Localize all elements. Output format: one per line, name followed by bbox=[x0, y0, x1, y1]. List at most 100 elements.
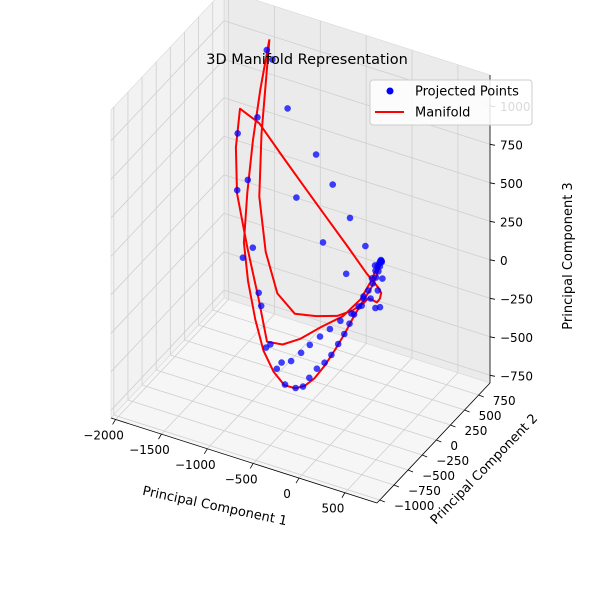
projected-point bbox=[376, 303, 384, 311]
grid-z-back bbox=[223, 174, 491, 261]
y-tick-mark bbox=[436, 439, 442, 443]
grid-z-left bbox=[110, 290, 225, 411]
z-tick-label: −500 bbox=[500, 331, 533, 345]
y-axis-line bbox=[376, 382, 491, 504]
projected-point bbox=[316, 333, 324, 340]
projected-point bbox=[306, 341, 314, 349]
grid-x-floor bbox=[252, 343, 367, 464]
y-tick-mark bbox=[478, 394, 484, 398]
y-tick-label: 250 bbox=[464, 424, 487, 438]
grid-z-back bbox=[223, 251, 491, 338]
grid-z-left bbox=[110, 136, 225, 257]
z-tick-label: 500 bbox=[500, 177, 523, 191]
y-tick-label: −750 bbox=[408, 484, 441, 498]
grid-y-floor bbox=[127, 399, 395, 486]
grid-y-floor bbox=[198, 324, 465, 411]
legend-box bbox=[369, 79, 533, 126]
projected-point bbox=[233, 186, 241, 194]
grid-x-floor bbox=[207, 328, 321, 450]
projected-point bbox=[319, 239, 327, 246]
grid-z-back bbox=[223, 58, 491, 145]
y-tick-mark bbox=[407, 469, 414, 473]
projected-point bbox=[334, 340, 342, 348]
grid-y-floor bbox=[141, 384, 409, 471]
projected-point bbox=[360, 293, 367, 300]
z-tick-mark bbox=[489, 297, 496, 300]
grid-z-back bbox=[223, 212, 491, 299]
y-tick-mark bbox=[379, 499, 385, 503]
projected-point bbox=[328, 351, 335, 359]
projected-point bbox=[341, 330, 348, 338]
projected-point bbox=[281, 381, 289, 388]
projected-point bbox=[284, 105, 291, 112]
x-tick-label: −2000 bbox=[83, 428, 124, 442]
grid-z-left bbox=[110, 174, 225, 296]
legend: Projected Points Manifold bbox=[369, 79, 533, 126]
grid-z-left bbox=[110, 20, 225, 142]
z-tick-label: 0 bbox=[500, 254, 508, 268]
z-tick-mark bbox=[489, 143, 496, 146]
x-tick-mark bbox=[249, 463, 254, 469]
projected-point bbox=[278, 359, 285, 366]
projected-point bbox=[346, 214, 354, 222]
projected-point bbox=[379, 275, 386, 282]
grid-x-floor bbox=[344, 372, 459, 494]
projected-point bbox=[346, 320, 353, 328]
grid-z-left bbox=[110, 251, 225, 373]
gridlines bbox=[110, 0, 491, 501]
y-tick-mark bbox=[450, 424, 456, 428]
projected-point bbox=[369, 280, 377, 287]
z-tick-label: 750 bbox=[500, 138, 523, 152]
y-tick-label: 0 bbox=[450, 439, 458, 453]
projected-point bbox=[299, 383, 307, 390]
projected-point bbox=[239, 254, 247, 261]
grid-z-back bbox=[223, 289, 491, 376]
x-tick-mark bbox=[158, 433, 162, 440]
projected-point bbox=[263, 46, 271, 54]
projected-point bbox=[269, 56, 276, 63]
z-tick-mark bbox=[489, 182, 496, 185]
projected-point bbox=[362, 242, 369, 250]
x-tick-mark bbox=[341, 492, 346, 498]
legend-label-manifold: Manifold bbox=[415, 106, 470, 121]
projected-point bbox=[249, 244, 257, 251]
projected-point bbox=[312, 151, 320, 158]
projected-point bbox=[273, 365, 281, 373]
y-tick-label: 500 bbox=[479, 409, 502, 423]
projected-point bbox=[371, 262, 379, 269]
grid-z-left bbox=[110, 59, 225, 180]
projected-point bbox=[234, 130, 241, 137]
projected-point bbox=[374, 287, 382, 294]
projected-points-layer bbox=[233, 46, 386, 392]
grid-y-floor bbox=[170, 354, 437, 441]
x-tick-mark bbox=[112, 419, 116, 425]
projected-point bbox=[367, 295, 374, 302]
z-tick-label: 250 bbox=[500, 215, 523, 229]
projected-point bbox=[358, 302, 366, 310]
x-tick-label: 500 bbox=[321, 502, 344, 516]
projected-point bbox=[257, 302, 265, 310]
projected-point bbox=[368, 275, 376, 282]
projected-point bbox=[297, 349, 305, 357]
x-axis-line bbox=[110, 417, 378, 504]
projected-point bbox=[365, 287, 372, 294]
legend-marker-points bbox=[386, 87, 394, 95]
y-tick-mark bbox=[393, 484, 400, 488]
z-tick-mark bbox=[489, 374, 496, 377]
grid-z-left bbox=[110, 213, 225, 334]
projected-point bbox=[306, 374, 313, 382]
y-tick-label: −250 bbox=[436, 454, 469, 468]
x-tick-label: −1500 bbox=[129, 443, 170, 457]
x-tick-label: −500 bbox=[225, 472, 258, 486]
projected-point bbox=[342, 270, 350, 278]
chart-title: 3D Manifold Representation bbox=[206, 52, 408, 68]
projected-point bbox=[255, 289, 262, 297]
z-axis-label: Principal Component 3 bbox=[561, 182, 576, 329]
x-tick-mark bbox=[203, 448, 208, 454]
projected-point bbox=[321, 359, 328, 367]
grid-z-back bbox=[223, 97, 491, 184]
manifold-line bbox=[234, 39, 383, 390]
projected-point bbox=[254, 114, 261, 121]
